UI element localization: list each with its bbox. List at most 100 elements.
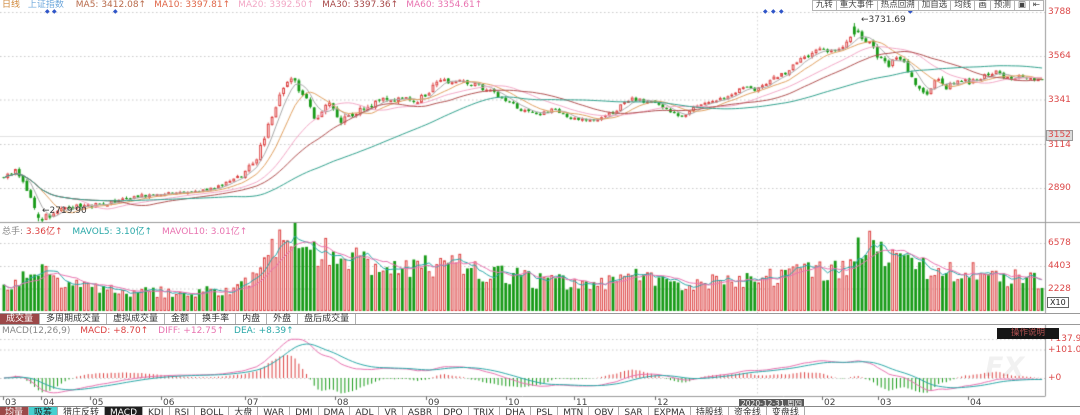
indicator-tab[interactable]: 变盘线 <box>767 407 805 415</box>
indicator-tab[interactable]: TRIX <box>469 407 501 415</box>
axis-tick-label: 2890 <box>1048 183 1071 193</box>
axis-tick-label: +101.0 <box>1048 345 1080 355</box>
major-events-button[interactable]: 重大事件 <box>835 0 878 11</box>
diff-value: +12.75 <box>183 326 217 336</box>
axis-tick-label: 6578 <box>1048 238 1071 248</box>
indicator-tab[interactable]: 大盘 <box>229 407 259 415</box>
indicator-tab[interactable]: PSL <box>531 407 559 415</box>
volume-tab[interactable]: 金额 <box>165 314 197 324</box>
price-annotation: ←3731.69 <box>861 15 906 25</box>
volume-tab[interactable]: 成交量 <box>0 314 41 324</box>
mavol10-value: 3.01亿 <box>210 227 240 237</box>
date-tick-label: 06 <box>163 398 175 408</box>
event-marker-icon[interactable]: ◆ <box>779 8 784 15</box>
axis-tick-label: 2228 <box>1048 284 1071 294</box>
macd-indicator-name: MACD(12,26,9) <box>2 326 71 336</box>
date-tick-label: 12 <box>657 398 669 408</box>
volume-tab[interactable]: 外盘 <box>267 314 299 324</box>
indicator-tab[interactable]: MTN <box>558 407 590 415</box>
indicator-tab[interactable]: WAR <box>258 407 291 415</box>
symbol-label: 上证指数 <box>27 0 64 10</box>
period-label[interactable]: 日线 <box>2 0 21 10</box>
indicator-tab[interactable]: KDJ <box>143 407 170 415</box>
diff-label: DIFF: <box>158 326 181 336</box>
indicator-tab[interactable]: RSI <box>170 407 196 415</box>
help-tooltip: 操作说明 <box>997 328 1059 339</box>
draw-button[interactable]: 画 <box>974 0 991 11</box>
axis-tick-label: 3788 <box>1048 7 1071 17</box>
event-marker-icon[interactable]: ◆ <box>52 8 57 15</box>
print-icon[interactable]: ▣ <box>1013 0 1030 11</box>
volume-header: 总手: 3.36亿↑ MAVOL5: 3.10亿↑ MAVOL10: 3.01亿… <box>2 224 247 237</box>
date-tick-label: 11 <box>576 398 588 408</box>
axis-tick-label: 3564 <box>1048 51 1071 61</box>
date-tick-label: 03 <box>5 398 17 408</box>
event-marker-icon[interactable]: ◆ <box>908 8 913 15</box>
indicator-tab[interactable]: DPO <box>438 407 469 415</box>
date-tick-label: 02 <box>824 398 836 408</box>
collapse-left-icon[interactable]: ⇤ <box>1028 0 1044 11</box>
forecast-button[interactable]: 预测 <box>989 0 1015 11</box>
volume-tab[interactable]: 内盘 <box>236 314 268 324</box>
indicator-tab[interactable]: DMI <box>290 407 319 415</box>
event-marker-icon[interactable]: ◆ <box>771 8 776 15</box>
indicator-tab[interactable]: DHA <box>500 407 532 415</box>
date-tick-label: 03 <box>880 398 892 408</box>
indicator-tab[interactable]: ADL <box>350 407 380 415</box>
indicator-tab[interactable]: 吸筹 <box>29 407 59 415</box>
indicator-tab[interactable]: MACD <box>105 407 144 415</box>
date-tick-label: 09 <box>428 398 440 408</box>
date-cursor-label: 2020-12-31,周四 <box>739 399 804 408</box>
indicator-tab[interactable]: DMA <box>319 407 351 415</box>
axis-tick-label: +137.9 <box>1048 334 1080 344</box>
axis-tick-label: 4403 <box>1048 261 1071 271</box>
indicator-tab[interactable]: BOLL <box>195 407 230 415</box>
indicator-tab[interactable]: VR <box>379 407 403 415</box>
indicator-tab[interactable]: 持股线 <box>691 407 729 415</box>
event-marker-icon[interactable]: ◆ <box>113 8 118 15</box>
date-tick-label: 10 <box>508 398 520 408</box>
indicator-tab[interactable]: ASBR <box>403 407 439 415</box>
nine-turn-button[interactable]: 九转 <box>811 0 837 11</box>
indicator-tab[interactable]: 资金线 <box>729 407 767 415</box>
watermark: FX <box>985 352 1025 383</box>
axis-marked-price: 3152 <box>1046 130 1073 141</box>
ma-legend-ma30: MA30: 3397.36↑ <box>322 0 399 10</box>
volume-tab[interactable]: 盘后成交量 <box>298 314 357 324</box>
dea-label: DEA: <box>234 326 256 336</box>
volume-unit-box[interactable]: X10 <box>1047 297 1069 308</box>
indicator-tab[interactable]: 均量 <box>0 407 30 415</box>
event-marker-icon[interactable]: ◆ <box>45 8 50 15</box>
axis-tick-label: +0 <box>1048 373 1062 383</box>
macd-label: MACD: <box>80 326 111 336</box>
date-tick-label: 04 <box>970 398 982 408</box>
total-volume-value: 3.36亿 <box>25 227 55 237</box>
ma-settings-button[interactable]: 均线 <box>950 0 976 11</box>
date-tick-label: 08 <box>337 398 349 408</box>
indicator-tab[interactable]: EXPMA <box>649 407 691 415</box>
ma-legend-ma10: MA10: 3397.81↑ <box>154 0 231 10</box>
up-arrow-icon: ↑ <box>216 326 225 336</box>
macd-header: MACD(12,26,9) MACD: +8.70↑ DIFF: +12.75↑… <box>2 326 294 336</box>
indicator-tab[interactable]: OBV <box>589 407 620 415</box>
mavol5-label: MAVOL5: <box>72 227 113 237</box>
event-marker-icon[interactable]: ◆ <box>763 8 768 15</box>
ma-legend-ma20: MA20: 3392.50↑ <box>238 0 315 10</box>
axis-tick-label: 3114 <box>1048 140 1071 150</box>
price-annotation: ←2719.90 <box>42 206 87 216</box>
date-tick-label: 05 <box>92 398 104 408</box>
up-arrow-icon: ↑ <box>286 326 294 336</box>
add-watchlist-button[interactable]: 加自选 <box>917 0 952 11</box>
indicator-tab-bar: 均量 吸筹 猎庄反转 MACD KDJ RSI BOLL 大盘 WAR DMI DMA ADL VR AS… <box>0 406 1080 415</box>
ma-legend-ma5: MA5: 3412.08↑ <box>75 0 147 10</box>
hotspot-review-button[interactable]: 热点回溯 <box>876 0 919 11</box>
volume-tab[interactable]: 换手率 <box>196 314 237 324</box>
date-tick-label: 04 <box>43 398 55 408</box>
indicator-tab[interactable]: SAR <box>619 407 649 415</box>
dea-value: +8.39 <box>258 326 287 336</box>
volume-tab[interactable]: 虚拟成交量 <box>107 314 166 324</box>
indicator-tab[interactable]: 猎庄反转 <box>58 407 106 415</box>
volume-tab[interactable]: 多周期成交量 <box>40 314 108 324</box>
